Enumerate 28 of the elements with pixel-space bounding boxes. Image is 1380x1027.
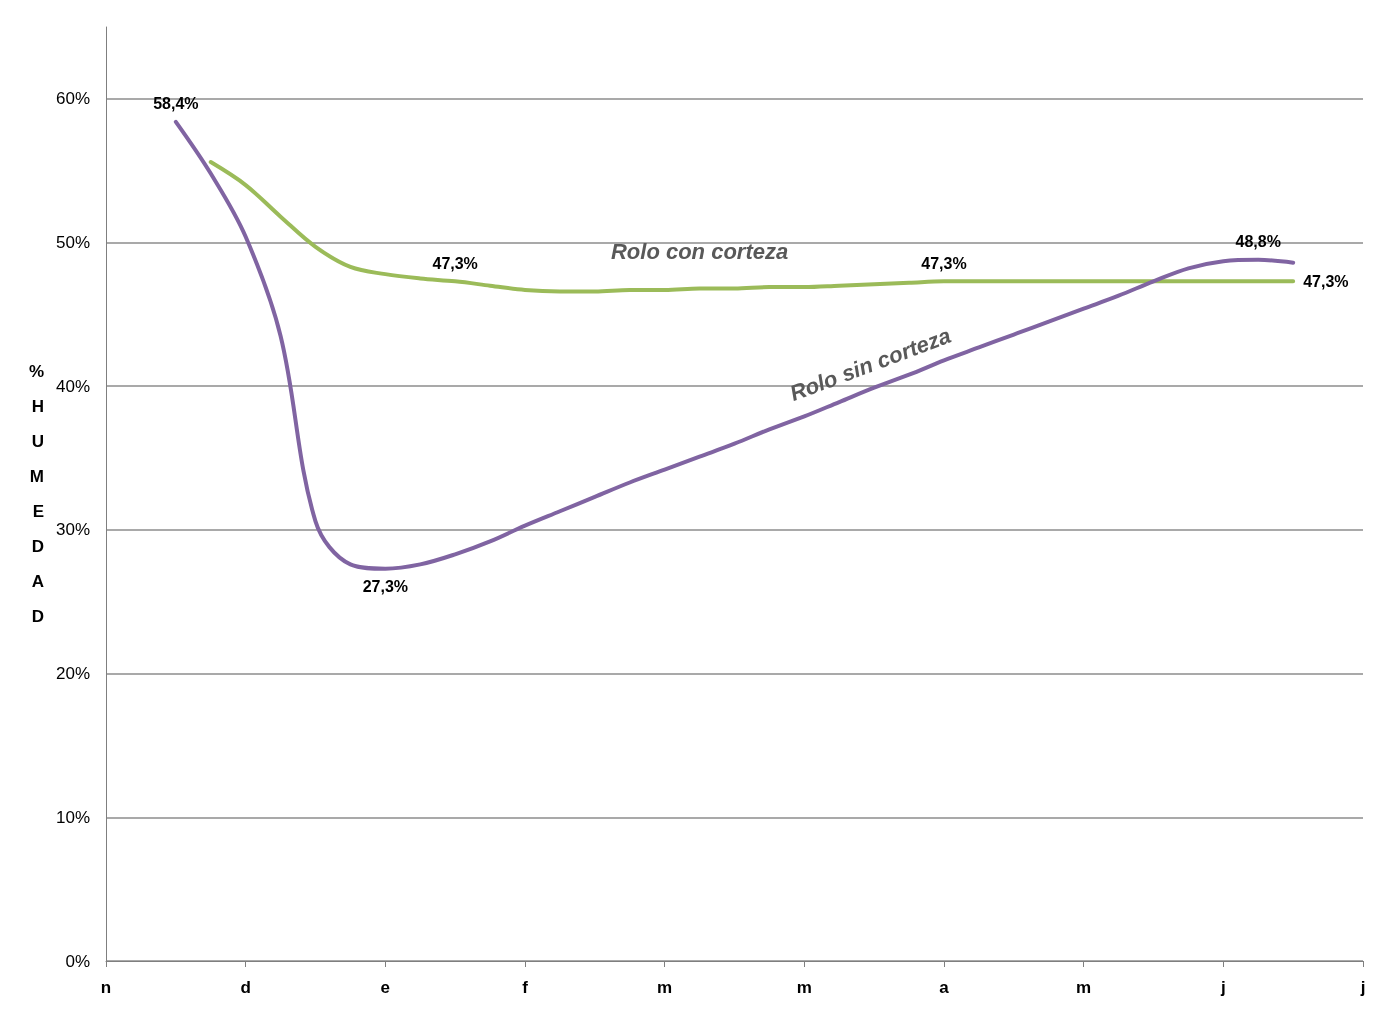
- y-axis-title: % HUMEDAD: [28, 362, 44, 626]
- text: Rolo sin corteza: [786, 322, 955, 407]
- x-tick-label: m: [796, 978, 812, 997]
- y-tick-label: 40%: [55, 376, 90, 396]
- y-tick-label: 0%: [65, 951, 90, 971]
- x-tick-label: j: [1219, 978, 1226, 997]
- series-label: Rolo con corteza: [610, 239, 789, 265]
- x-tick-label: n: [100, 978, 112, 997]
- x-tick-label: j: [1359, 978, 1366, 997]
- x-tick-label: m: [657, 978, 673, 997]
- line-series: [173, 119, 1296, 571]
- data-label: 48,8%: [1235, 233, 1281, 251]
- data-label: 47,3%: [432, 254, 478, 272]
- x-tick-label: d: [240, 978, 251, 997]
- y-tick-label: 60%: [55, 89, 90, 109]
- x-tick-label: e: [380, 978, 391, 997]
- data-label: 47,3%: [1303, 272, 1349, 290]
- y-tick-label: 20%: [55, 664, 90, 684]
- y-tick-label: 50%: [55, 233, 90, 253]
- x-tick-label: f: [522, 978, 529, 997]
- data-label: 27,3%: [362, 578, 409, 596]
- data-label: 47,3%: [921, 254, 967, 272]
- y-tick-label: 10%: [55, 807, 90, 827]
- y-tick-label: 30%: [55, 520, 90, 540]
- x-tick-label: a: [939, 978, 950, 997]
- data-label: 58,4%: [153, 95, 199, 113]
- x-tick-label: m: [1076, 978, 1092, 997]
- line-series: [208, 160, 1296, 294]
